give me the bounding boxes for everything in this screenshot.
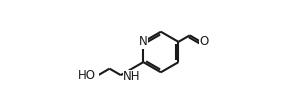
Text: N: N [139, 35, 148, 48]
Text: NH: NH [123, 70, 141, 83]
Text: HO: HO [78, 69, 96, 82]
Text: O: O [199, 35, 209, 48]
